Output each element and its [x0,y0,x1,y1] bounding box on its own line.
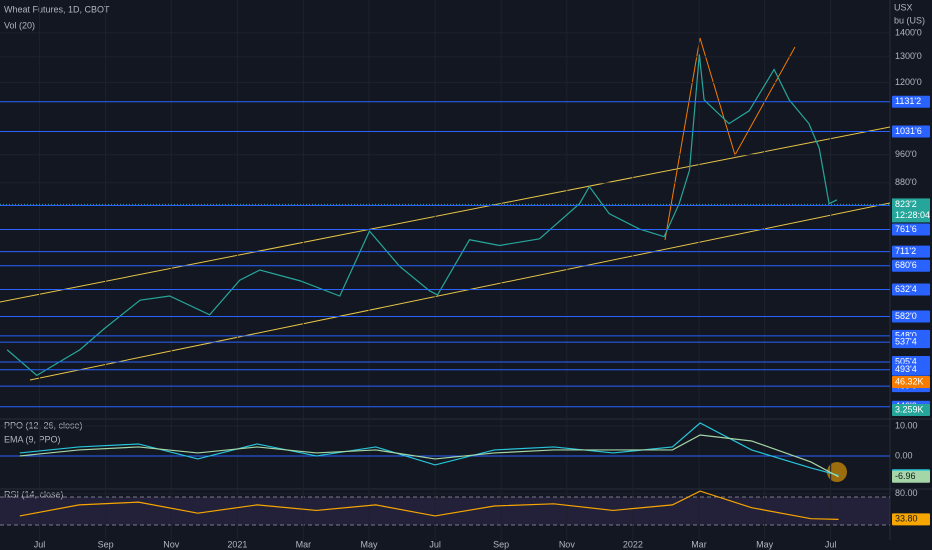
current-price: 823'2 [895,199,917,209]
y-tick-label: 10.00 [895,420,918,430]
x-tick-label: Nov [559,539,576,549]
x-tick-label: Mar [691,539,707,549]
x-tick-label: May [756,539,774,549]
price-label-box [892,95,930,108]
x-tick-label: Jul [429,539,441,549]
price-line [6,54,838,377]
price-label: -6.96 [895,471,916,481]
x-tick-label: Nov [163,539,180,549]
y-tick-label: 1200'0 [895,77,922,87]
price-label: 1031'6 [895,126,922,136]
price-label: 33.80 [895,514,918,524]
x-tick-label: Sep [493,539,509,549]
current-box [892,198,930,223]
x-tick-label: Jul [34,539,46,549]
price-label-box [892,125,930,138]
x-tick-label: Mar [296,539,312,549]
price-label: 680'6 [895,260,917,270]
trend-line [29,202,891,381]
price-label-box [892,223,930,236]
price-label: 505'4 [895,356,917,366]
y-tick-label: 80.00 [895,488,918,498]
x-tick-label: May [361,539,379,549]
price-label: 548'0 [895,330,917,340]
price-label-box [892,336,930,349]
x-tick-label: 2022 [623,539,643,549]
price-label: 761'6 [895,224,917,234]
unit: bu (US) [894,15,925,25]
price-label-box [892,470,930,483]
price-line [19,490,839,520]
y-tick-label: 1300'0 [895,51,922,61]
price-label-box [892,404,930,416]
price-label-box [892,376,930,388]
price-label: 3.259K [895,404,924,414]
price-label-box [892,310,930,323]
countdown: 12:28:04 [895,210,930,220]
x-tick-label: Sep [98,539,114,549]
price-label: 632'4 [895,284,917,294]
x-tick-label: Jul [825,539,837,549]
price-label: 46.32K [895,376,924,386]
price-label: 493'4 [895,364,917,374]
price-label-box [892,245,930,258]
y-tick-label: 0.00 [895,450,913,460]
y-tick-label: 880'0 [895,177,917,187]
price-label-box [892,363,930,376]
trend-line [0,126,891,303]
rsi-band [0,497,890,525]
price-label: 711'2 [895,246,916,256]
rsi-title: RSI (14, close) [4,489,64,499]
price-line [19,422,839,476]
price-label: 1131'2 [895,96,921,106]
ppo-subtitle: EMA (9, PPO) [4,434,61,444]
price-label-box [892,259,930,272]
price-label-box [892,513,930,526]
price-label-box [892,283,930,296]
price-line [19,434,839,478]
price-label: 537'4 [895,337,917,347]
currency: USX [894,2,913,12]
highlight-circle [827,462,847,482]
y-tick-label: 1400'0 [895,27,922,37]
ppo-title: PPO (12, 26, close) [4,420,83,430]
volume-title: Vol (20) [4,20,35,30]
x-tick-label: 2021 [227,539,247,549]
symbol: Wheat Futures, 1D, CBOT [4,4,110,14]
price-label: 582'0 [895,311,917,321]
y-tick-label: 960'0 [895,149,917,159]
